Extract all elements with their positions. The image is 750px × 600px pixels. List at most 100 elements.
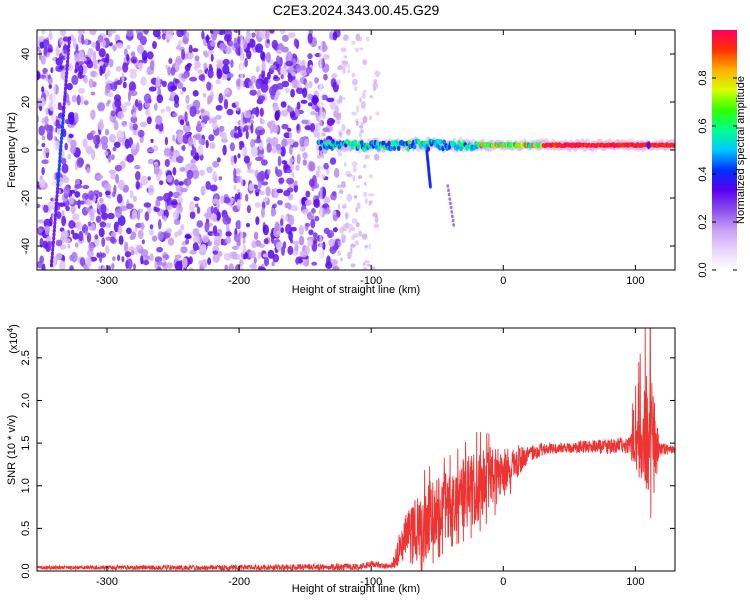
spectrogram-cell xyxy=(364,154,370,159)
spectrogram-cell xyxy=(65,67,69,72)
spectrogram-cell xyxy=(63,97,67,103)
spectrogram-cell xyxy=(331,259,338,265)
colorbar-axis: 0.0 0.2 0.4 0.6 0.8 xyxy=(697,70,737,278)
spectrogram-cell xyxy=(55,197,59,203)
spectrogram-cell xyxy=(243,155,250,164)
spectrogram-cell xyxy=(124,101,132,107)
spectrogram-cell xyxy=(136,142,140,153)
spectrogram-cell xyxy=(144,211,150,222)
spectrogram-cell xyxy=(209,142,216,150)
spectrogram-cell xyxy=(287,138,295,146)
spectrogram-cell xyxy=(451,218,455,223)
spectrogram-cell xyxy=(196,120,202,132)
spectrogram-cell xyxy=(258,190,265,195)
spectrogram-cell xyxy=(101,57,108,63)
spectrogram-cell xyxy=(175,62,180,71)
spectrogram-cell xyxy=(117,225,123,235)
spectrogram-cell xyxy=(347,64,351,69)
spectrogram-cell xyxy=(192,48,199,53)
spectrogram-cell xyxy=(205,180,211,190)
spectrogram-cell xyxy=(85,145,93,155)
spectrogram-cell xyxy=(197,144,204,156)
y-tick-label: 0.0 xyxy=(20,563,32,578)
spectrogram-cell xyxy=(372,212,378,217)
spectrogram-cell xyxy=(74,184,83,189)
spectrogram-cell xyxy=(89,210,95,222)
spectrogram-cell xyxy=(341,124,346,132)
spectrogram-cell xyxy=(254,30,261,34)
spectrogram-cell xyxy=(67,153,72,160)
spectrogram-cell xyxy=(299,250,308,258)
spectrogram-cell xyxy=(192,90,199,97)
spectrogram-cell xyxy=(207,49,214,55)
spectrogram-cell xyxy=(47,241,53,246)
spectrogram-cell xyxy=(211,122,218,130)
spectrogram-cell xyxy=(136,244,142,250)
spectrogram-cell xyxy=(133,263,136,270)
spectrogram-cell xyxy=(188,44,193,54)
spectrogram-cell xyxy=(100,252,106,258)
spectrogram-cell xyxy=(45,72,49,82)
spectrogram-cell xyxy=(131,58,137,64)
colorbar-tick-label: 0.8 xyxy=(697,70,709,85)
spectrogram-cell xyxy=(70,229,75,235)
spectrogram-cell xyxy=(174,254,182,259)
spectrogram-cell xyxy=(248,183,255,192)
spectrogram-cell xyxy=(326,97,335,103)
snr-exponent-label: (x104) xyxy=(6,324,21,354)
spectrogram-cell xyxy=(257,181,262,190)
spectrogram-cell xyxy=(205,139,209,149)
spectrogram-cell xyxy=(332,266,340,270)
spectrogram-cell xyxy=(48,33,54,41)
spectrogram-cell xyxy=(353,139,358,145)
spectrogram-cell xyxy=(129,90,138,97)
spectrogram-cell xyxy=(226,73,234,78)
spectrogram-cell xyxy=(41,167,45,175)
spectrogram-cell xyxy=(156,261,163,266)
spectrogram-cell xyxy=(192,235,200,244)
spectrogram-cell xyxy=(261,207,265,218)
spectrogram-cell xyxy=(307,238,314,247)
spectrogram-cell xyxy=(58,202,65,207)
spectrogram-cell xyxy=(246,50,252,60)
spectrogram-cell xyxy=(231,245,239,251)
spectrogram-cell xyxy=(108,58,114,68)
spectrogram-cell xyxy=(115,208,122,218)
spectrogram-cell xyxy=(40,97,45,108)
spectrogram-cell xyxy=(258,266,267,270)
x-tick-label: -100 xyxy=(360,275,382,287)
spectrogram-cell xyxy=(222,58,230,66)
spectrogram-cell xyxy=(279,30,286,35)
spectrogram-cell xyxy=(58,159,62,164)
spectrogram-cell xyxy=(362,262,366,266)
spectrogram-image xyxy=(37,30,675,270)
spectrogram-cell xyxy=(371,266,376,270)
spectrogram-cell xyxy=(271,147,278,154)
spectrogram-cell xyxy=(336,79,342,86)
spectrogram-cell xyxy=(263,256,270,267)
spectrogram-cell xyxy=(280,109,289,117)
spectrogram-cell xyxy=(233,42,241,49)
spectrogram-cell xyxy=(331,73,338,79)
spectrogram-cell xyxy=(125,227,132,235)
spectrogram-cell xyxy=(296,124,300,131)
spectrogram-cell xyxy=(260,118,265,125)
spectrogram-cell xyxy=(307,32,313,44)
spectrogram-cell xyxy=(255,216,260,226)
spectrogram-cell xyxy=(93,59,98,66)
spectrogram-cell xyxy=(278,177,285,184)
spectrogram-cell xyxy=(108,169,116,175)
spectrogram-cell xyxy=(113,141,121,148)
spectrogram-cell xyxy=(198,74,205,81)
spectrogram-cell xyxy=(336,98,342,105)
spectrogram-cell xyxy=(243,125,249,132)
spectrogram-cell xyxy=(251,240,257,249)
spectrogram-cell xyxy=(82,184,90,190)
spectrogram-cell xyxy=(322,54,330,60)
spectrogram-cell xyxy=(116,79,123,85)
spectrogram-cell xyxy=(165,228,172,233)
spectrogram-cell xyxy=(231,251,238,260)
spectrogram-cell xyxy=(161,80,167,88)
spectrogram-cell xyxy=(107,99,111,105)
spectrogram-cell xyxy=(277,44,285,51)
